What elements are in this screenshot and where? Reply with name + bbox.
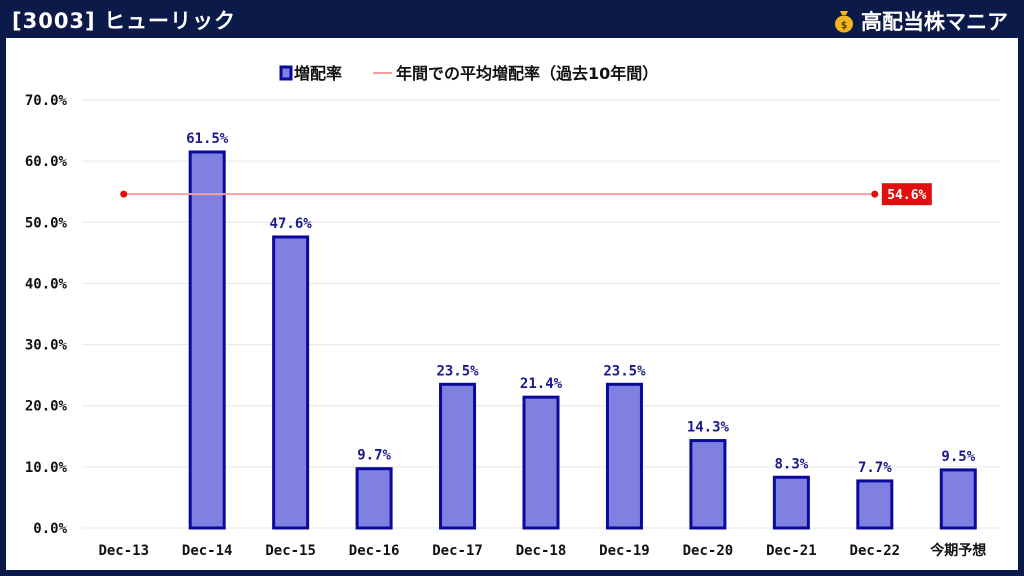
y-tick-label: 60.0%	[25, 154, 68, 170]
x-tick-label: Dec-20	[683, 543, 734, 559]
x-tick-label: Dec-19	[599, 543, 650, 559]
bar-data-label: 7.7%	[858, 460, 892, 476]
legend-line-label: 年間での平均増配率（過去10年間）	[396, 64, 658, 83]
bar	[522, 395, 560, 530]
bar-data-labels: 61.5% 47.6% 9.7% 23.5% 21.4% 23.5% 14.3% 8.3% 7.…	[186, 131, 976, 476]
x-tick-label: Dec-15	[265, 543, 316, 559]
x-tick-label: Dec-18	[516, 543, 567, 559]
bar	[605, 382, 643, 530]
bar-data-label: 61.5%	[186, 131, 229, 147]
bar-data-label: 21.4%	[520, 376, 563, 392]
x-axis-ticks: Dec-13 Dec-14 Dec-15 Dec-16 Dec-17 Dec-18 Dec-…	[98, 542, 986, 559]
y-tick-label: 40.0%	[25, 276, 68, 292]
bar-data-label: 23.5%	[603, 363, 646, 379]
x-tick-label: Dec-16	[349, 543, 400, 559]
y-tick-label: 70.0%	[25, 93, 68, 109]
bar	[772, 475, 810, 530]
bar-data-label: 9.7%	[357, 448, 391, 464]
x-tick-label: Dec-14	[182, 543, 233, 559]
x-tick-label: Dec-21	[766, 543, 817, 559]
bar-data-label: 47.6%	[270, 216, 313, 232]
y-tick-label: 50.0%	[25, 215, 68, 231]
brand-logo: $ 高配当株マニア	[833, 6, 1008, 36]
y-axis-ticks: 0.0% 10.0% 20.0% 30.0% 40.0% 50.0% 60.0% 70.0%	[25, 93, 68, 537]
average-value-badge	[881, 183, 932, 206]
average-line-end-dot	[871, 190, 879, 198]
bar	[939, 468, 977, 530]
svg-text:$: $	[841, 19, 848, 32]
bar	[439, 382, 477, 530]
bar	[856, 479, 894, 530]
bar	[272, 235, 310, 530]
bars	[188, 150, 977, 530]
bar-data-label: 8.3%	[775, 456, 809, 472]
bar-data-label: 23.5%	[436, 363, 479, 379]
page-title: [3003] ヒューリック	[12, 9, 236, 33]
bar	[188, 150, 226, 530]
x-tick-label: Dec-17	[432, 543, 483, 559]
y-tick-label: 20.0%	[25, 399, 68, 415]
legend-bar-label: 増配率	[294, 64, 342, 83]
bar	[689, 439, 727, 530]
y-tick-label: 10.0%	[25, 460, 68, 476]
average-line-start-dot	[120, 190, 128, 198]
x-tick-label: 今期予想	[929, 542, 986, 559]
legend-bar-swatch	[279, 65, 293, 81]
bar-chart: 0.0%10.0%20.0%30.0%40.0%50.0%60.0%70.0% …	[25, 64, 1000, 559]
y-tick-label: 30.0%	[25, 338, 68, 354]
brand-name: 高配当株マニア	[861, 10, 1008, 34]
average-value-label: 54.6%	[887, 188, 926, 203]
average-line-group: 54.6%	[120, 183, 932, 206]
money-bag-icon: $	[835, 11, 853, 33]
bar-data-label: 9.5%	[941, 449, 975, 465]
bar	[355, 467, 393, 530]
legend: 増配率 年間での平均増配率（過去10年間）	[279, 64, 658, 83]
x-tick-label: Dec-13	[98, 543, 149, 559]
chart-panel: 0.0% 10.0% 20.0% 30.0% 40.0% 50.0% 60.0% 70.0% …	[6, 38, 1018, 570]
y-tick-label: 0.0%	[33, 521, 67, 537]
x-tick-label: Dec-22	[850, 543, 901, 559]
bar-data-label: 14.3%	[687, 420, 730, 436]
